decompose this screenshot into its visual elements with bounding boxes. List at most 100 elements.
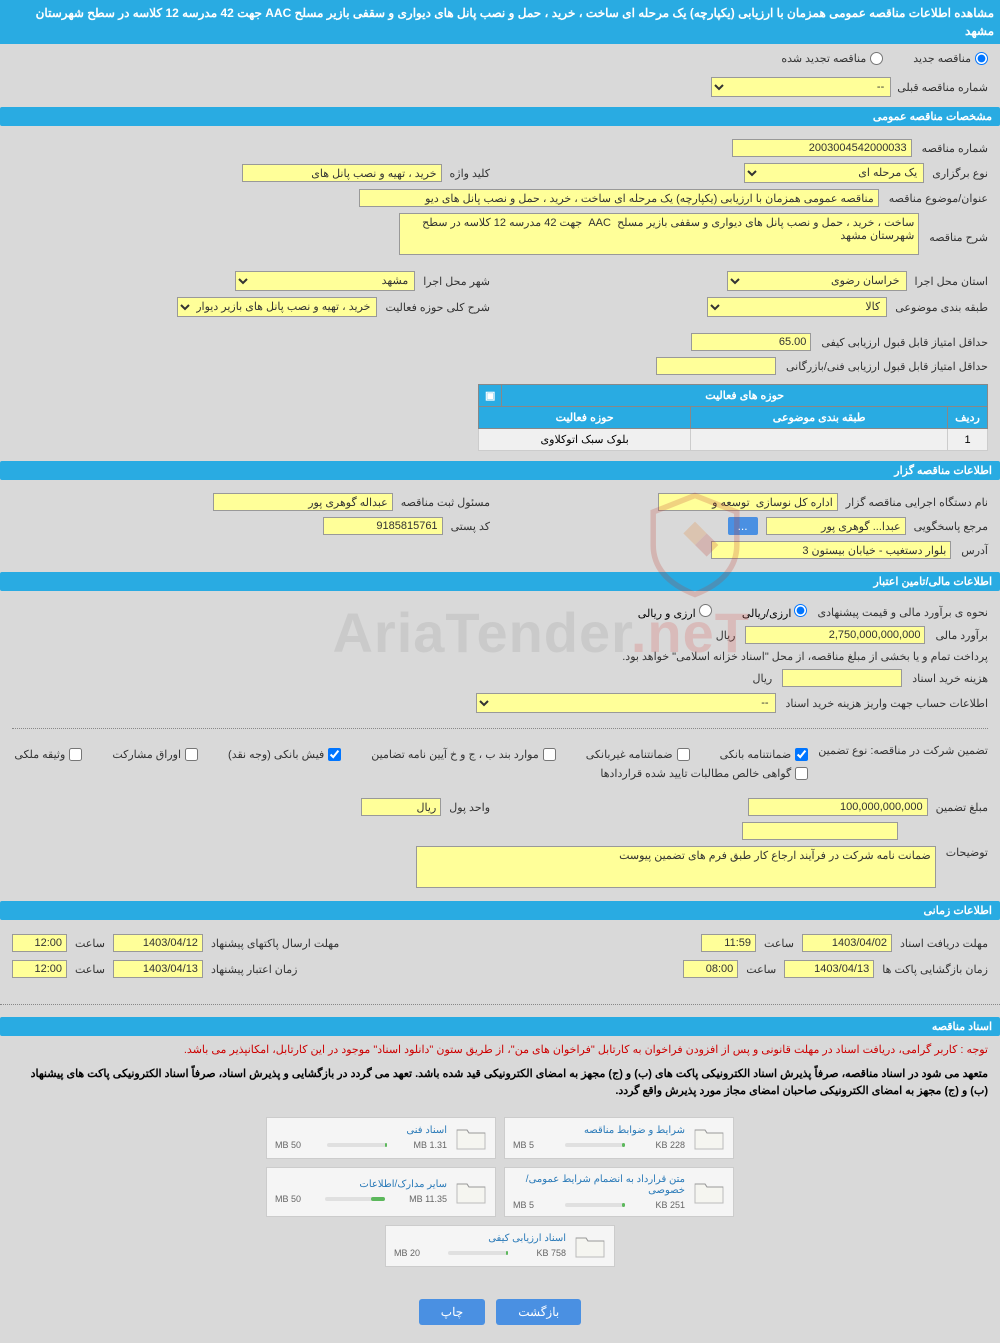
guarantee-amount-field[interactable] [748,798,928,816]
tender-no-field[interactable] [732,139,912,157]
doc-title: سایر مدارک/اطلاعات [275,1179,447,1190]
doc-progress [448,1251,508,1255]
table-row: 1 بلوک سبک اتوکلاوی [479,429,988,451]
radio-renewed-tender-label: مناقصه تجدید شده [781,52,866,65]
min-quality-field[interactable] [691,333,811,351]
chk-g2[interactable]: ضمانتنامه غیربانکی [586,748,690,761]
doc-title: اسناد فنی [275,1125,447,1136]
submit-deadline-time[interactable] [12,934,67,952]
footer-buttons: بازگشت چاپ [0,1283,1000,1341]
subject-field[interactable] [359,189,879,207]
opening-time[interactable] [683,960,738,978]
col-row: ردیف [948,407,988,429]
doc-progress [565,1143,625,1147]
doc-size: 228 KB [655,1140,685,1150]
estimate-field[interactable] [745,626,925,644]
page-title: مشاهده اطلاعات مناقصه عمومی همزمان با ار… [0,0,1000,44]
currency-unit-field[interactable] [361,798,441,816]
notes-label: توضیحات [946,846,988,859]
validity-time[interactable] [12,960,67,978]
receive-deadline-time[interactable] [701,934,756,952]
section-general: مشخصات مناقصه عمومی [0,107,1000,126]
contact-more-button[interactable]: ... [728,517,758,535]
doc-size: 1.31 MB [413,1140,447,1150]
desc-field[interactable] [399,213,919,255]
activity-desc-select[interactable]: خرید ، تهیه و نصب پانل های بازیر دیواری … [177,297,377,317]
submit-time-label: ساعت [75,937,105,950]
radio-new-tender[interactable]: مناقصه جدید [913,52,988,65]
doc-max: 50 MB [275,1194,301,1204]
doc-size: 758 KB [536,1248,566,1258]
activity-table-title: حوزه های فعالیت [502,385,988,407]
chk-g3[interactable]: موارد بند ب ، ج و خ آیین نامه تضامین [371,748,555,761]
document-box[interactable]: شرایط و ضوابط مناقصه 228 KB 5 MB [504,1117,734,1159]
chk-g6[interactable]: وثیقه ملکی [14,748,82,761]
chk-g4[interactable]: فیش بانکی (وجه نقد) [228,748,341,761]
min-tech-field[interactable] [656,357,776,375]
contact-field[interactable] [766,517,906,535]
province-label: استان محل اجرا [915,275,988,288]
postal-field[interactable] [323,517,443,535]
doc-max: 50 MB [275,1140,301,1150]
doc-title: شرایط و ضوابط مناقصه [513,1125,685,1136]
document-box[interactable]: سایر مدارک/اطلاعات 11.35 MB 50 MB [266,1167,496,1217]
city-select[interactable]: مشهد [235,271,415,291]
doc-title: اسناد ارزیابی کیفی [394,1233,566,1244]
document-box[interactable]: اسناد فنی 1.31 MB 50 MB [266,1117,496,1159]
keyword-label: کلید واژه [450,167,490,180]
cell-field: بلوک سبک اتوکلاوی [479,429,691,451]
chk-g1[interactable]: ضمانتنامه بانکی [720,748,809,761]
collapse-icon[interactable]: ▣ [479,385,502,407]
submit-deadline-date[interactable] [113,934,203,952]
validity-date[interactable] [113,960,203,978]
min-tech-label: حداقل امتیاز قابل قبول ارزیابی فنی/بازرگ… [786,360,988,373]
subject-label: عنوان/موضوع مناقصه [889,192,988,205]
province-select[interactable]: خراسان رضوی [727,271,907,291]
doc-max: 20 MB [394,1248,420,1258]
keyword-field[interactable] [242,164,442,182]
folder-icon [693,1124,725,1152]
section-financial: اطلاعات مالی/تامین اعتبار [0,572,1000,591]
doc-max: 5 MB [513,1200,534,1210]
back-button[interactable]: بازگشت [496,1299,581,1325]
doc-size: 11.35 MB [409,1194,447,1204]
radio-currency[interactable]: ارزی و ریالی [638,604,712,620]
receive-deadline-date[interactable] [802,934,892,952]
folder-icon [455,1124,487,1152]
registrar-label: مسئول ثبت مناقصه [401,496,490,509]
radio-renewed-tender-input[interactable] [870,52,883,65]
currency-unit-label: واحد پول [449,801,490,814]
type-select[interactable]: یک مرحله ای [744,163,924,183]
radio-renewed-tender[interactable]: مناقصه تجدید شده [781,52,883,65]
prev-tender-select[interactable]: -- [711,77,891,97]
print-button[interactable]: چاپ [419,1299,485,1325]
account-label: اطلاعات حساب جهت واریز هزینه خرید اسناد [786,697,988,710]
org-field[interactable] [658,493,838,511]
radio-new-tender-input[interactable] [975,52,988,65]
category-label: طبقه بندی موضوعی [895,301,988,314]
radio-rial[interactable]: ارزی/ریالی [742,604,808,620]
radio-new-tender-label: مناقصه جدید [913,52,971,65]
guarantee-amount-label: مبلغ تضمین [936,801,988,814]
guarantee-type-label: تضمین شرکت در مناقصه: نوع تضمین [818,744,988,757]
document-box[interactable]: اسناد ارزیابی کیفی 758 KB 20 MB [385,1225,615,1267]
chk-g5[interactable]: اوراق مشارکت [112,748,198,761]
notice-red: توجه : کاربر گرامی، دریافت اسناد در مهلت… [0,1036,1000,1066]
document-box[interactable]: متن قرارداد به انضمام شرایط عمومی/خصوصی … [504,1167,734,1217]
doc-cost-field[interactable] [782,669,902,687]
prev-tender-label: شماره مناقصه قبلی [897,81,988,94]
folder-icon [455,1178,487,1206]
doc-cost-label: هزینه خرید اسناد [912,672,988,685]
min-quality-label: حداقل امتیاز قابل قبول ارزیابی کیفی [821,336,988,349]
chk-g7[interactable]: گواهی خالص مطالبات تایید شده قراردادها [12,767,808,780]
col-category: طبقه بندی موضوعی [691,407,948,429]
doc-max: 5 MB [513,1140,534,1150]
estimate-unit: ریال [716,629,736,642]
opening-date[interactable] [784,960,874,978]
category-select[interactable]: کالا [707,297,887,317]
address-field[interactable] [711,541,951,559]
notes-field[interactable] [416,846,936,888]
registrar-field[interactable] [213,493,393,511]
account-select[interactable]: -- [476,693,776,713]
doc-size: 251 KB [655,1200,685,1210]
